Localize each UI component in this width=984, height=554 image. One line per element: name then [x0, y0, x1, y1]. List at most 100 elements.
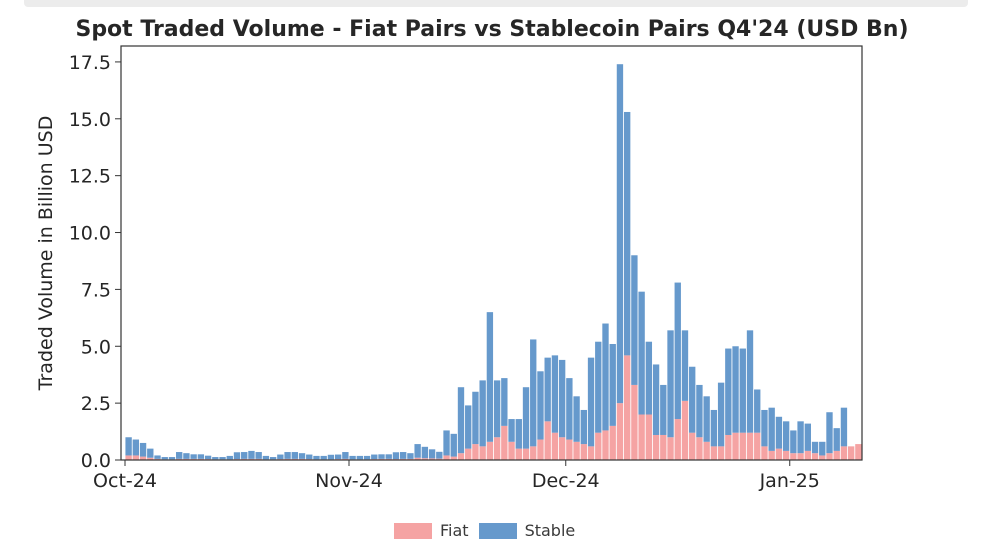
- bar-fiat: [421, 458, 429, 460]
- bar-fiat: [132, 455, 140, 460]
- bar-fiat: [602, 430, 609, 460]
- bar-stable: [233, 452, 241, 460]
- bar-stable: [580, 409, 587, 445]
- y-tick-label: 2.5: [81, 393, 111, 415]
- bar-stable: [241, 452, 248, 459]
- bar-fiat: [457, 453, 465, 460]
- bar-stable: [320, 455, 327, 460]
- plot-frame: [120, 45, 863, 461]
- bar-fiat: [674, 419, 681, 460]
- bar-fiat: [710, 446, 718, 460]
- bar-fiat: [847, 446, 855, 460]
- bar-stable: [493, 380, 501, 438]
- bar-fiat: [782, 450, 790, 460]
- bar-fiat: [537, 439, 544, 460]
- bar-fiat: [472, 444, 479, 460]
- bar-stable: [313, 455, 320, 460]
- bar-fiat: [501, 425, 508, 460]
- bar-stable: [385, 454, 392, 459]
- bar-stable: [602, 323, 609, 431]
- bar-fiat: [652, 434, 660, 460]
- bar-stable: [804, 423, 811, 451]
- bar-fiat: [587, 446, 595, 460]
- bar-stable: [587, 357, 595, 447]
- y-tick-label: 10.0: [69, 223, 111, 245]
- bar-fiat: [739, 432, 746, 460]
- bar-stable: [125, 437, 132, 456]
- bar-fiat: [623, 355, 631, 460]
- bar-stable: [681, 330, 689, 401]
- bar-stable: [327, 454, 335, 460]
- legend-label-fiat: Fiat: [440, 521, 469, 540]
- bar-stable: [197, 454, 205, 459]
- bar-stable: [508, 419, 515, 442]
- bar-stable: [226, 455, 233, 460]
- bar-stable: [689, 366, 696, 433]
- bar-stable: [537, 371, 544, 440]
- bar-stable: [407, 453, 414, 459]
- legend-item-fiat: Fiat: [394, 521, 469, 540]
- y-axis-label: Traded Volume in Billion USD: [35, 116, 57, 392]
- bar-fiat: [443, 455, 450, 460]
- bar-stable: [652, 364, 660, 435]
- bar-fiat: [732, 432, 739, 460]
- top-strip: [24, 0, 968, 7]
- bar-stable: [349, 455, 356, 460]
- bar-fiat: [530, 446, 537, 460]
- legend-swatch-fiat: [394, 522, 432, 539]
- bar-stable: [154, 455, 161, 459]
- bar-stable: [443, 430, 450, 456]
- bar-stable: [566, 378, 573, 440]
- y-tick-label: 12.5: [69, 166, 111, 188]
- bar-stable: [703, 396, 710, 442]
- bar-stable: [269, 457, 277, 460]
- bar-stable: [768, 407, 775, 451]
- x-tick-label: Dec-24: [532, 470, 600, 492]
- bar-stable: [732, 346, 739, 433]
- bar-fiat: [689, 432, 696, 460]
- bar-stable: [465, 405, 472, 449]
- bar-stable: [790, 430, 797, 454]
- bar-stable: [342, 452, 349, 459]
- bar-stable: [826, 412, 833, 454]
- bar-fiat: [696, 437, 703, 460]
- bar-stable: [501, 378, 508, 426]
- bar-stable: [782, 421, 790, 451]
- bar-stable: [457, 387, 465, 454]
- bar-fiat: [493, 437, 501, 460]
- bar-fiat: [566, 439, 573, 460]
- bar-stable: [833, 428, 840, 451]
- bar-stable: [775, 416, 783, 449]
- bar-fiat: [486, 441, 494, 460]
- bar-stable: [306, 454, 313, 460]
- bar-stable: [739, 348, 746, 433]
- bar-fiat: [595, 432, 602, 460]
- bar-stable: [472, 391, 479, 445]
- bar-fiat: [804, 450, 811, 460]
- bar-fiat: [139, 456, 147, 460]
- bar-fiat: [725, 434, 732, 460]
- bar-stable: [746, 330, 754, 433]
- bar-stable: [609, 343, 616, 426]
- fiat-bars: [125, 355, 862, 460]
- bar-stable: [479, 380, 486, 447]
- bar-stable: [754, 389, 761, 433]
- bar-fiat: [428, 458, 436, 460]
- y-tick-label: 0.0: [81, 450, 111, 472]
- bar-fiat: [479, 446, 486, 460]
- bar-stable: [623, 111, 631, 356]
- bar-stable: [277, 454, 284, 460]
- bar-fiat: [558, 437, 566, 460]
- y-axis: 0.0 2.5 5.0 7.5 10.0 12.5 15.0 17.5: [69, 52, 121, 472]
- bar-fiat: [508, 441, 515, 460]
- bar-fiat: [826, 453, 833, 460]
- bar-stable: [183, 453, 190, 459]
- bar-stable: [371, 454, 378, 460]
- bar-fiat: [638, 414, 645, 460]
- bar-stable: [515, 419, 522, 449]
- legend-item-stable: Stable: [478, 521, 575, 540]
- bar-stable: [334, 454, 342, 460]
- chart-title: Spot Traded Volume - Fiat Pairs vs Stabl…: [75, 17, 909, 42]
- bar-stable: [616, 64, 624, 404]
- legend: Fiat Stable: [394, 521, 585, 540]
